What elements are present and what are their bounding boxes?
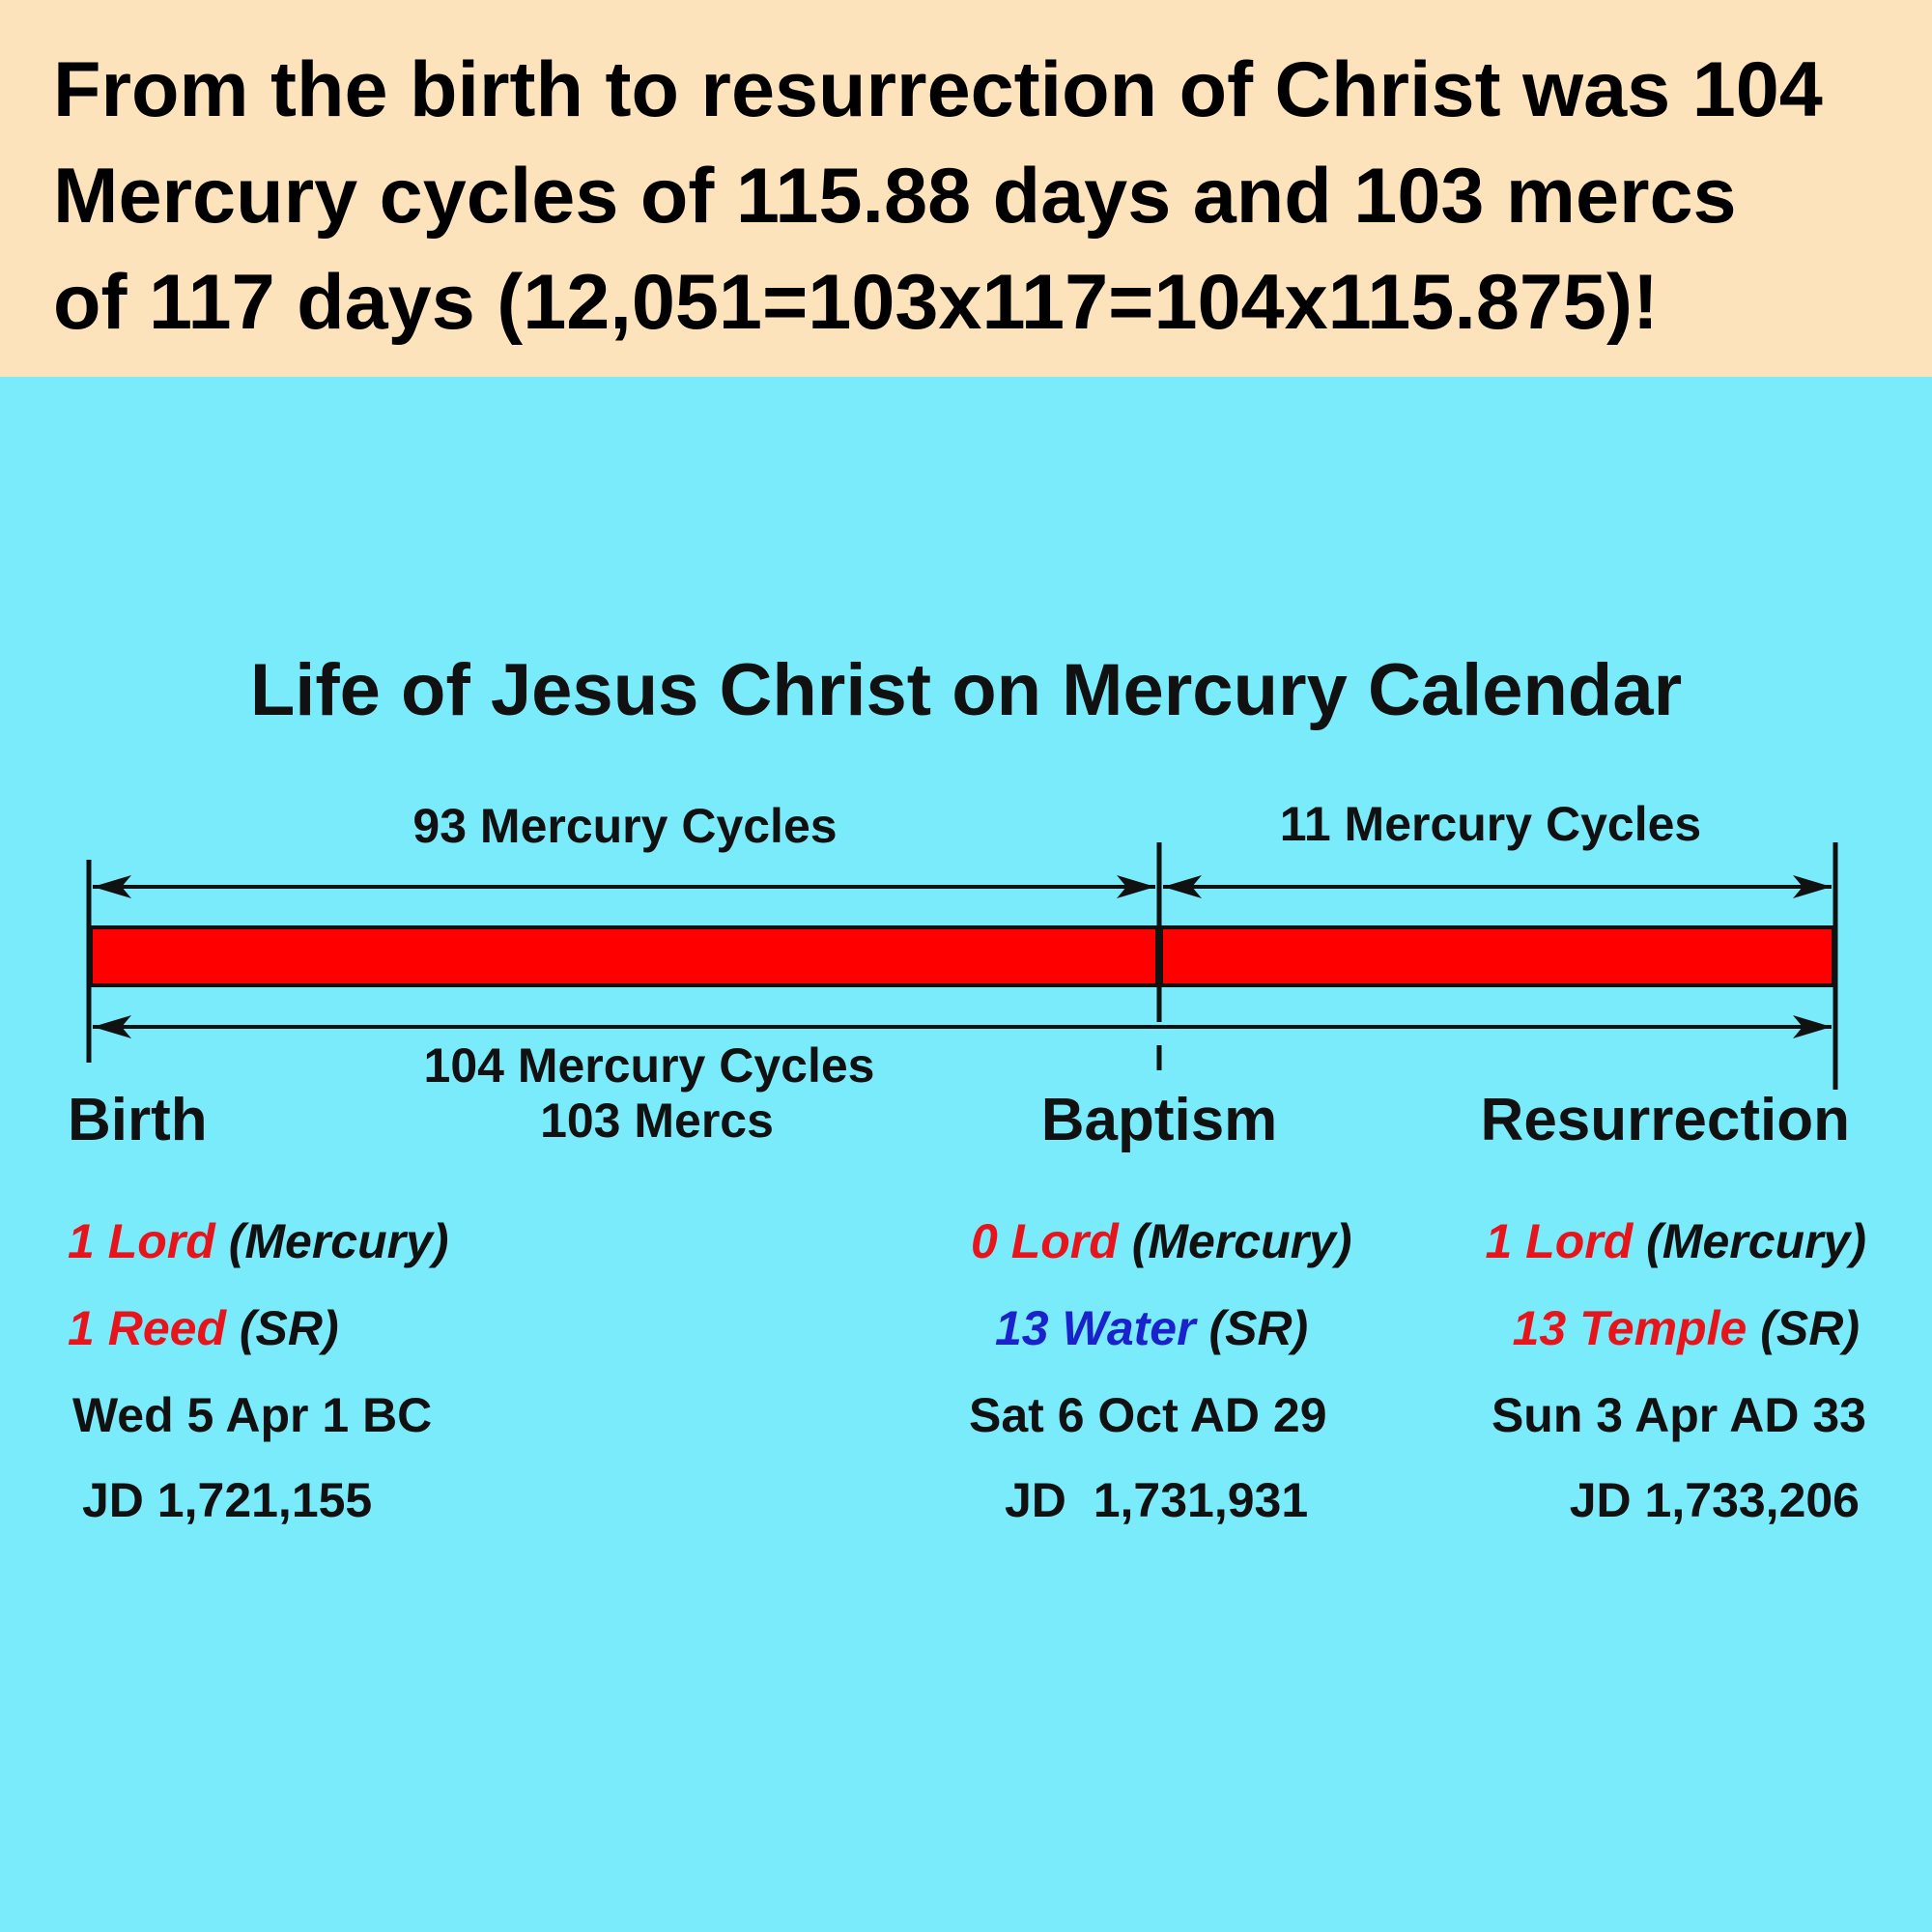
label-11-cycles: 11 Mercury Cycles <box>1280 797 1701 851</box>
resurrection-sr-number: 13 <box>1512 1301 1567 1355</box>
birth-sr-line: 1 Reed (SR) <box>68 1299 339 1357</box>
timeline-diagram: Life of Jesus Christ on Mercury Calendar… <box>68 649 1850 1153</box>
birth-mercury-tag: (Mercury) <box>228 1214 449 1268</box>
birth-jd: JD 1,721,155 <box>82 1473 373 1527</box>
event-label-resurrection: Resurrection <box>1481 1087 1850 1153</box>
birth-sr-word: Reed <box>107 1301 226 1355</box>
resurrection-mercury-word: Lord <box>1525 1214 1634 1268</box>
diagram-title: Life of Jesus Christ on Mercury Calendar <box>250 649 1682 731</box>
birth-mercury-number: 1 <box>68 1214 95 1268</box>
baptism-date: Sat 6 Oct AD 29 <box>969 1388 1327 1442</box>
birth-sr-number: 1 <box>68 1301 95 1355</box>
headline-line-2: Mercury cycles of 115.88 days and 103 me… <box>53 153 1737 240</box>
timeline-bar-second <box>1159 925 1835 987</box>
headline-line-3: of 117 days (12,051=103x117=104x115.875)… <box>53 259 1659 346</box>
resurrection-jd: JD 1,733,206 <box>1569 1473 1860 1527</box>
label-104-cycles: 104 Mercury Cycles <box>424 1038 875 1093</box>
baptism-sr-tag: (SR) <box>1208 1301 1309 1355</box>
birth-mercury-word: Lord <box>107 1214 215 1268</box>
resurrection-date: Sun 3 Apr AD 33 <box>1491 1388 1866 1442</box>
resurrection-mercury-tag: (Mercury) <box>1646 1214 1866 1268</box>
birth-sr-tag: (SR) <box>239 1301 339 1355</box>
resurrection-mercury-number: 1 <box>1485 1214 1513 1268</box>
header-banner: From the birth to resurrection of Christ… <box>0 0 1932 377</box>
baptism-sr-word: Water <box>1062 1301 1196 1355</box>
headline-line-1: From the birth to resurrection of Christ… <box>53 46 1823 133</box>
birth-mercury-line: 1 Lord (Mercury) <box>68 1212 449 1270</box>
event-label-baptism: Baptism <box>1041 1087 1278 1153</box>
baptism-jd: JD 1,731,931 <box>1005 1473 1309 1527</box>
resurrection-sr-word: Temple <box>1579 1301 1747 1355</box>
headline: From the birth to resurrection of Christ… <box>53 37 1908 355</box>
resurrection-sr-tag: (SR) <box>1760 1301 1860 1355</box>
resurrection-mercury-line: 1 Lord (Mercury) <box>1485 1212 1866 1270</box>
diagram-area: Life of Jesus Christ on Mercury Calendar… <box>0 377 1932 1932</box>
baptism-mercury-line: 0 Lord (Mercury) <box>971 1212 1352 1270</box>
baptism-mercury-tag: (Mercury) <box>1131 1214 1352 1268</box>
resurrection-sr-line: 13 Temple (SR) <box>1513 1299 1860 1357</box>
baptism-mercury-word: Lord <box>1010 1214 1119 1268</box>
label-93-cycles: 93 Mercury Cycles <box>412 799 837 853</box>
event-label-birth: Birth <box>68 1087 208 1153</box>
label-103-mercs: 103 Mercs <box>540 1094 774 1148</box>
timeline-bar-first <box>89 925 1159 987</box>
baptism-sr-line: 13 Water (SR) <box>995 1299 1308 1357</box>
birth-date: Wed 5 Apr 1 BC <box>72 1388 433 1442</box>
baptism-sr-number: 13 <box>995 1301 1049 1355</box>
baptism-mercury-number: 0 <box>971 1214 998 1268</box>
